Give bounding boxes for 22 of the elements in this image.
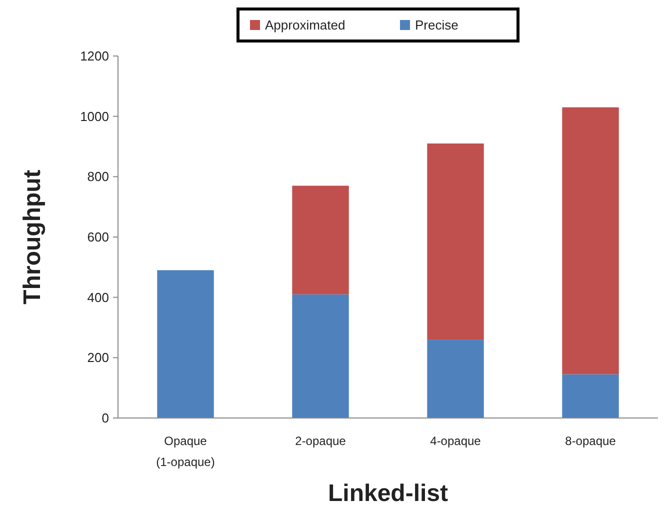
x-tick-label: Opaque (1-opaque) bbox=[156, 434, 215, 469]
bar bbox=[292, 186, 349, 294]
bar bbox=[157, 270, 214, 418]
y-tick-label: 1000 bbox=[80, 108, 109, 124]
y-tick-label: 200 bbox=[87, 350, 109, 366]
y-tick-label: 0 bbox=[102, 410, 109, 426]
y-tick-label: 600 bbox=[87, 230, 109, 245]
bar bbox=[292, 294, 349, 418]
legend-label: Precise bbox=[415, 18, 458, 33]
y-tick-label: 400 bbox=[87, 290, 109, 305]
x-tick-label: 4-opaque bbox=[430, 434, 482, 448]
y-tick-label: 1200 bbox=[80, 48, 109, 64]
y-tick-label: 800 bbox=[87, 169, 109, 184]
bar bbox=[427, 340, 484, 418]
legend-label: Approximated bbox=[265, 18, 346, 33]
y-axis-title: Throughput bbox=[19, 170, 46, 304]
bar bbox=[427, 143, 484, 340]
x-tick-label: 2-opaque bbox=[295, 434, 346, 448]
bar bbox=[562, 107, 619, 374]
x-tick-label: 8-opaque bbox=[565, 434, 616, 448]
x-axis-title: Linked-list bbox=[328, 480, 448, 507]
bar bbox=[562, 374, 619, 418]
